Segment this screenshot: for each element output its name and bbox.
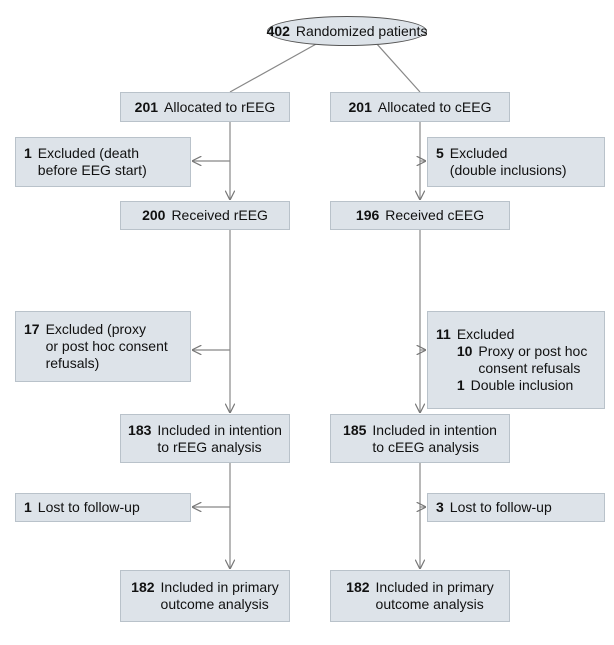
entry: 201 Allocated to rEEG [135,99,276,116]
count: 10 [456,343,473,359]
box-node: 201 Allocated to cEEG [330,92,510,122]
count: 17 [24,321,40,337]
label-line: Lost to follow-up [37,499,140,515]
connector [375,42,421,93]
label: Excluded (death before EEG start) [38,145,147,179]
box-node: 182 Included in primary outcome analysis [330,570,510,622]
connector [229,42,319,93]
entry: 196 Received cEEG [356,207,484,224]
count: 196 [355,207,380,223]
count: 201 [348,98,372,115]
label: Proxy or post hoc consent refusals [478,343,587,377]
label: Excluded (double inclusions) [450,145,567,179]
box-node: 1 Lost to follow-up [15,493,191,522]
label-line: (double inclusions) [449,162,567,178]
label-line: Received rEEG [171,207,268,223]
entry: 11 Excluded 10 Proxy or post hoc consent ref… [436,326,587,394]
entry: 1 Excluded (death before EEG start) [24,145,147,179]
entry: 200 Received rEEG [142,207,268,224]
count: 402 [266,22,290,39]
label-line: Allocated to rEEG [164,98,276,115]
label-line: Excluded [449,145,508,161]
count: 3 [436,499,444,515]
entry: 3 Lost to follow-up [436,499,552,516]
label-line: Lost to follow-up [449,499,552,515]
count: 11 [436,326,451,342]
count: 185 [343,421,367,438]
label-line: Proxy or post hoc [478,343,588,359]
label: Received cEEG [385,207,484,224]
label: Received rEEG [171,207,267,224]
label-line: Included in intention [157,421,282,438]
box-node: 196 Received cEEG [330,201,510,230]
label-line: outcome analysis [160,596,269,612]
box-node: 1 Excluded (death before EEG start) [15,137,191,187]
label-line: Double inclusion [470,377,574,393]
label-line: Included in primary [375,579,494,595]
label-line: Randomized patients [295,22,428,39]
box-node: 183 Included in intention to rEEG analysis [120,414,290,463]
entry: 182 Included in primary outcome analysis [131,579,279,613]
box-node: 182 Included in primary outcome analysis [120,570,290,622]
label-line: refusals) [45,355,100,371]
label-line: to cEEG analysis [372,438,480,455]
label: Double inclusion [471,377,574,394]
entry: 1 Lost to follow-up [24,499,140,516]
label-line: Allocated to cEEG [377,98,492,115]
label: Included in intention to cEEG analysis [372,422,497,456]
label: Included in primary outcome analysis [376,579,494,613]
label: Lost to follow-up [450,499,552,516]
box-node: 200 Received rEEG [120,201,290,230]
ellipse-node: 402 Randomized patients [267,16,427,46]
label-line: Excluded (death [37,145,139,161]
entry: 17 Excluded (proxy or post hoc consent refu… [24,321,168,372]
count: 201 [134,98,159,115]
label-line: before EEG start) [37,162,147,178]
count: 183 [128,421,152,438]
entry: 1 Double inclusion [457,377,588,394]
box-node: 17 Excluded (proxy or post hoc consent refu… [15,311,191,382]
entry: 183 Included in intention to rEEG analysis [128,422,282,456]
label-line: consent refusals [478,360,581,376]
box-node: 185 Included in intention to cEEG analysis [330,414,510,463]
count: 1 [24,145,32,161]
entry: 5 Excluded (double inclusions) [436,145,567,179]
label-line: Received cEEG [385,207,485,223]
label: Included in intention to rEEG analysis [157,422,282,456]
entry: 185 Included in intention to cEEG analysis [343,422,497,456]
count: 5 [436,145,444,161]
count: 1 [24,499,32,515]
count: 200 [142,207,166,223]
entry: 201 Allocated to cEEG [349,99,492,116]
label-line: Included in intention [372,421,497,438]
label-line: or post hoc consent [45,338,168,354]
entry: 10 Proxy or post hoc consent refusals [457,343,588,377]
entry: 182 Included in primary outcome analysis [346,579,494,613]
label: Randomized patients [296,23,428,40]
box-node: 3 Lost to follow-up [427,493,605,522]
label-line: Included in primary [160,579,279,595]
count: 182 [346,579,370,595]
label: Included in primary outcome analysis [161,579,279,613]
label-line: to rEEG analysis [157,438,262,455]
box-node: 11 Excluded 10 Proxy or post hoc consent ref… [427,311,605,409]
label: Excluded (proxy or post hoc consent refusa… [46,321,168,372]
count: 1 [456,377,465,393]
label: Lost to follow-up [38,499,140,516]
label-line: Excluded [456,326,515,342]
box-node: 201 Allocated to rEEG [120,92,290,122]
label: Excluded 10 Proxy or post hoc consent refus… [457,326,588,394]
label-line: Excluded (proxy [45,321,146,337]
box-node: 5 Excluded (double inclusions) [427,137,605,187]
label: Allocated to rEEG [164,99,275,116]
entry: 402 Randomized patients [267,23,428,40]
label-line: outcome analysis [375,596,484,612]
label: Allocated to cEEG [378,99,492,116]
count: 182 [131,579,155,595]
